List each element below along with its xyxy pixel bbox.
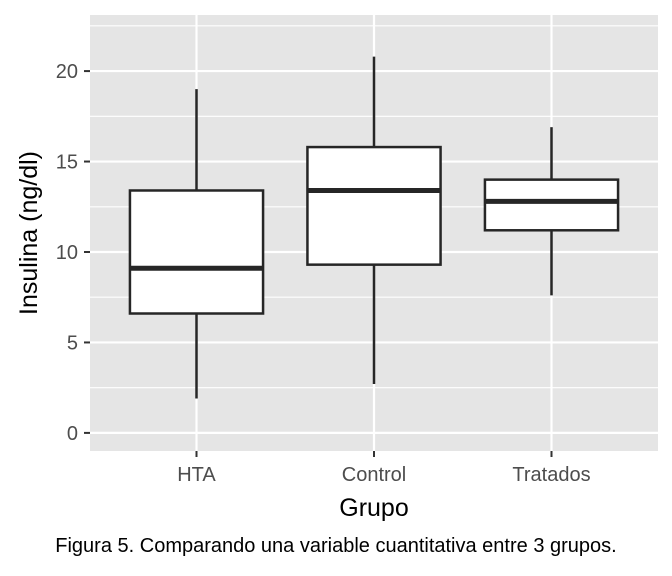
y-tick-label: 5 — [67, 332, 78, 354]
x-tick-label: HTA — [177, 464, 216, 486]
box-tratados — [483, 127, 620, 296]
x-tick-label: Control — [342, 464, 406, 486]
x-axis: HTA Control Tratados — [177, 451, 591, 486]
figure-caption: Figura 5. Comparando una variable cuanti… — [55, 535, 617, 557]
y-tick-label: 10 — [56, 242, 78, 264]
boxplot-chart: 0 5 10 15 20 HTA Control Tratados Grupo Insuli… — [15, 15, 658, 522]
y-axis-title: Insulina (ng/dl) — [15, 151, 43, 315]
box-control — [306, 56, 442, 385]
boxes — [128, 56, 620, 399]
y-tick-label: 20 — [56, 61, 78, 83]
x-axis-title: Grupo — [339, 494, 408, 522]
iqr-box — [128, 189, 265, 315]
y-tick-label: 15 — [56, 152, 78, 174]
box-hta — [128, 89, 265, 399]
y-axis: 0 5 10 15 20 — [56, 61, 90, 445]
iqr-box — [306, 145, 442, 266]
iqr-box — [483, 178, 620, 232]
x-tick-label: Tratados — [512, 464, 590, 486]
y-tick-label: 0 — [67, 423, 78, 445]
